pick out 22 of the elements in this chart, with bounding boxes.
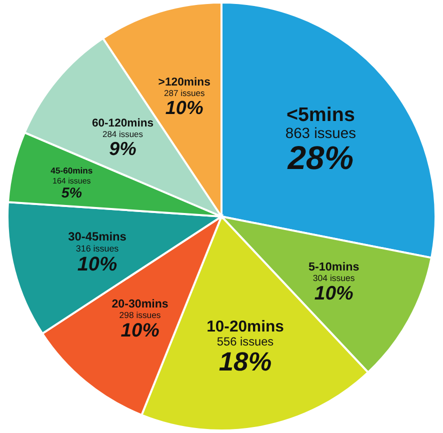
- slice-label: 10-20mins: [206, 318, 284, 336]
- text: 10%: [77, 253, 118, 276]
- text: 5%: [61, 185, 82, 202]
- slice-label: 5-10mins: [308, 260, 360, 274]
- text: 10%: [165, 98, 204, 120]
- slice-label: >120mins: [158, 76, 210, 89]
- text: 18%: [218, 346, 272, 376]
- text: 10%: [120, 320, 160, 342]
- data-label: 164 issues: [52, 176, 91, 186]
- slice-label: <5mins: [286, 104, 355, 126]
- slice-label: 20-30mins: [112, 298, 168, 311]
- slice-label: 60-120mins: [92, 117, 154, 130]
- data-label: 298 issues: [119, 310, 162, 320]
- data-label: 287 issues: [164, 88, 205, 98]
- slice-label: 30-45mins: [68, 230, 127, 244]
- data-label: 284 issues: [102, 128, 143, 139]
- data-label: 316 issues: [76, 243, 120, 254]
- data-label: 304 issues: [312, 273, 356, 284]
- data-label: 556 issues: [216, 334, 274, 348]
- text: 9%: [109, 138, 137, 159]
- slice-label: 45-60mins: [50, 166, 93, 176]
- text: 10%: [314, 282, 354, 305]
